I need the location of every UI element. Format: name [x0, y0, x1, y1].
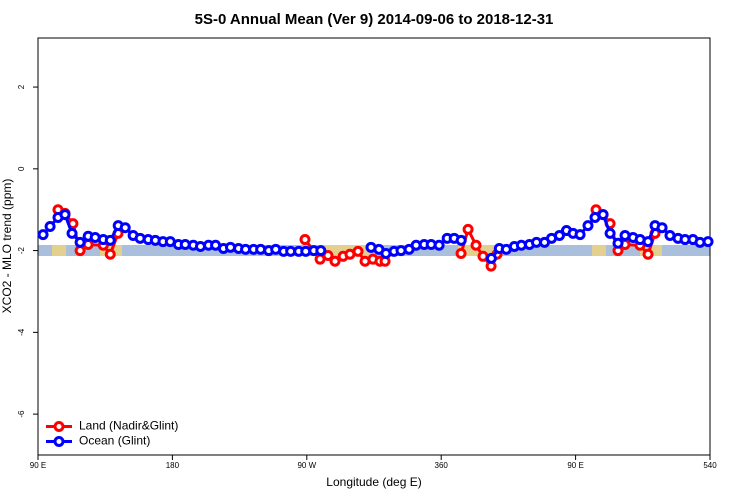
data-point [455, 234, 467, 246]
y-tick-label: -4 [17, 328, 26, 336]
x-tick-label: 180 [166, 461, 180, 470]
data-point [59, 209, 71, 221]
data-point [485, 252, 497, 264]
data-point [104, 248, 116, 260]
x-tick-label: 360 [435, 461, 449, 470]
y-axis-label: XCO2 - MLO trend (ppm) [0, 179, 14, 314]
x-tick-label: 90 E [567, 461, 583, 470]
chart-title: 5S-0 Annual Mean (Ver 9) 2014-09-06 to 2… [195, 11, 554, 28]
data-point [322, 249, 334, 261]
data-point [352, 245, 364, 257]
y-tick-label: -2 [17, 246, 26, 254]
data-point [477, 250, 489, 262]
y-tick-label: -6 [17, 410, 26, 418]
y-tick-label: 0 [17, 166, 26, 171]
x-axis-label: Longitude (deg E) [326, 475, 421, 489]
data-point [119, 222, 131, 234]
legend-label: Ocean (Glint) [79, 434, 150, 448]
x-tick-label: 540 [703, 461, 717, 470]
legend-marker [53, 436, 65, 447]
data-point [604, 227, 616, 239]
data-point [553, 229, 565, 241]
data-point [315, 245, 327, 257]
data-point [470, 239, 482, 251]
y-tick-label: 2 [17, 84, 26, 89]
data-point [104, 234, 116, 246]
x-tick-label: 90 W [297, 461, 316, 470]
x-tick-label: 90 E [30, 461, 46, 470]
data-point [37, 229, 49, 241]
data-point [455, 247, 467, 259]
data-point [702, 236, 714, 248]
data-point [44, 220, 56, 232]
data-point [299, 234, 311, 246]
data-point [66, 227, 78, 239]
data-point [642, 236, 654, 248]
data-point [329, 255, 341, 267]
legend-label: Land (Nadir&Glint) [79, 419, 178, 433]
data-point [597, 209, 609, 221]
data-point [642, 248, 654, 260]
data-point [574, 229, 586, 241]
legend-marker [53, 421, 65, 432]
data-point [74, 236, 86, 248]
data-point [656, 222, 668, 234]
data-point [462, 223, 474, 235]
data-point [582, 220, 594, 232]
data-point [433, 239, 445, 251]
data-point [612, 237, 624, 249]
